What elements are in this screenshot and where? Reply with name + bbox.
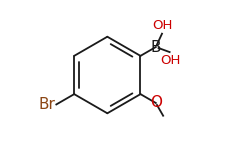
Text: OH: OH <box>152 19 172 32</box>
Text: O: O <box>150 95 162 110</box>
Text: Br: Br <box>39 97 56 112</box>
Text: OH: OH <box>160 54 180 67</box>
Text: B: B <box>150 40 161 55</box>
